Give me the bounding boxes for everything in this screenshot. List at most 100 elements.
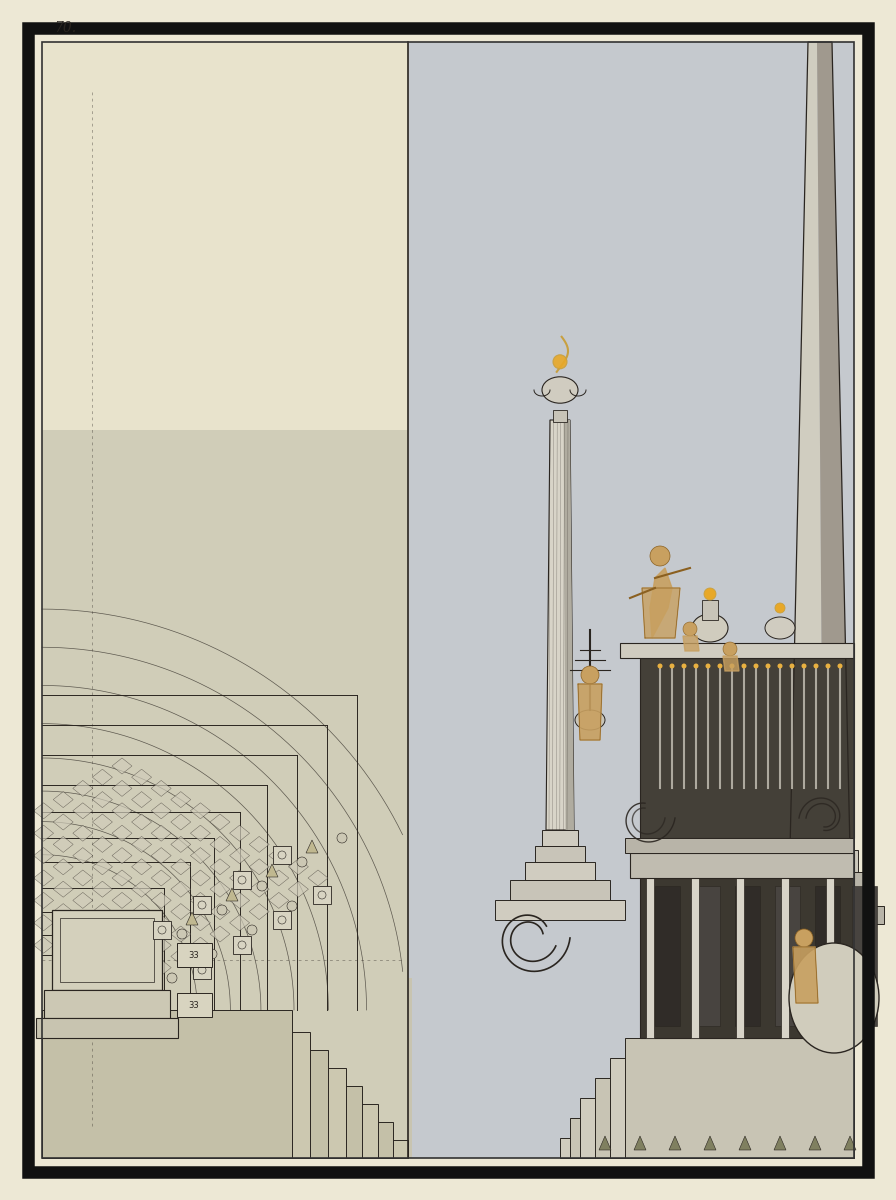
- Circle shape: [775, 602, 785, 613]
- Polygon shape: [112, 847, 132, 864]
- Circle shape: [723, 642, 737, 656]
- Bar: [630, 853, 854, 878]
- Polygon shape: [92, 792, 112, 808]
- Polygon shape: [53, 926, 73, 942]
- Polygon shape: [269, 847, 289, 864]
- Bar: [36, 1018, 178, 1038]
- Polygon shape: [723, 656, 739, 671]
- Circle shape: [778, 664, 782, 668]
- Bar: [735, 886, 760, 1026]
- Bar: [42, 1014, 376, 1158]
- Bar: [153, 922, 171, 938]
- Bar: [610, 1058, 854, 1158]
- Polygon shape: [650, 568, 672, 638]
- Circle shape: [581, 666, 599, 684]
- Bar: [42, 1140, 408, 1158]
- Bar: [646, 868, 654, 1038]
- Bar: [852, 886, 877, 1026]
- Circle shape: [795, 929, 813, 947]
- Bar: [535, 846, 585, 862]
- Polygon shape: [53, 881, 73, 898]
- Polygon shape: [132, 769, 151, 785]
- Bar: [42, 42, 408, 1158]
- Polygon shape: [229, 826, 250, 841]
- Polygon shape: [34, 803, 54, 818]
- Polygon shape: [669, 1136, 681, 1150]
- Polygon shape: [642, 588, 680, 638]
- Bar: [42, 1086, 362, 1158]
- Polygon shape: [269, 893, 289, 908]
- Bar: [193, 896, 211, 914]
- Bar: [42, 1122, 393, 1158]
- Circle shape: [650, 546, 670, 566]
- Polygon shape: [112, 937, 132, 953]
- Bar: [42, 1038, 352, 1158]
- Polygon shape: [793, 947, 818, 1003]
- Polygon shape: [151, 914, 171, 931]
- Bar: [640, 878, 854, 1038]
- Bar: [60, 918, 154, 982]
- Bar: [42, 1002, 388, 1158]
- Polygon shape: [190, 826, 211, 841]
- Polygon shape: [92, 836, 112, 852]
- Polygon shape: [53, 814, 73, 830]
- Ellipse shape: [789, 943, 879, 1054]
- Ellipse shape: [765, 617, 795, 638]
- Circle shape: [337, 833, 347, 842]
- Circle shape: [177, 929, 187, 938]
- Circle shape: [287, 901, 297, 911]
- Bar: [764, 890, 876, 906]
- Polygon shape: [132, 926, 151, 942]
- Circle shape: [765, 664, 771, 668]
- Text: 33: 33: [189, 1001, 200, 1009]
- Polygon shape: [190, 937, 211, 953]
- Polygon shape: [190, 803, 211, 818]
- Polygon shape: [210, 814, 230, 830]
- Polygon shape: [53, 836, 73, 852]
- Polygon shape: [289, 859, 308, 875]
- Polygon shape: [683, 636, 699, 650]
- Polygon shape: [844, 1136, 856, 1150]
- Polygon shape: [34, 937, 54, 953]
- Polygon shape: [249, 836, 269, 852]
- Polygon shape: [229, 914, 250, 931]
- Polygon shape: [809, 1136, 821, 1150]
- Polygon shape: [171, 814, 191, 830]
- Polygon shape: [73, 847, 93, 864]
- Polygon shape: [171, 881, 191, 898]
- Bar: [553, 410, 567, 422]
- Polygon shape: [73, 780, 93, 797]
- Bar: [42, 1032, 310, 1158]
- Polygon shape: [92, 948, 112, 965]
- Bar: [42, 1068, 346, 1158]
- Bar: [42, 1050, 328, 1158]
- Circle shape: [682, 664, 686, 668]
- Bar: [580, 1098, 854, 1158]
- Polygon shape: [151, 937, 171, 953]
- Polygon shape: [210, 904, 230, 919]
- Polygon shape: [790, 42, 823, 850]
- Bar: [560, 1138, 854, 1158]
- Bar: [625, 1038, 854, 1158]
- Circle shape: [669, 664, 675, 668]
- Polygon shape: [151, 960, 171, 976]
- Bar: [177, 943, 212, 967]
- Polygon shape: [210, 881, 230, 898]
- Bar: [177, 994, 212, 1018]
- Polygon shape: [190, 847, 211, 864]
- Polygon shape: [112, 982, 132, 998]
- Circle shape: [207, 949, 217, 959]
- Bar: [542, 830, 578, 846]
- Bar: [42, 1104, 378, 1158]
- Polygon shape: [171, 859, 191, 875]
- Polygon shape: [210, 926, 230, 942]
- Polygon shape: [92, 971, 112, 986]
- Polygon shape: [132, 881, 151, 898]
- Polygon shape: [73, 826, 93, 841]
- Bar: [510, 880, 610, 900]
- Bar: [781, 868, 789, 1038]
- Bar: [313, 886, 331, 904]
- Polygon shape: [229, 870, 250, 886]
- Polygon shape: [53, 859, 73, 875]
- Bar: [595, 1078, 854, 1158]
